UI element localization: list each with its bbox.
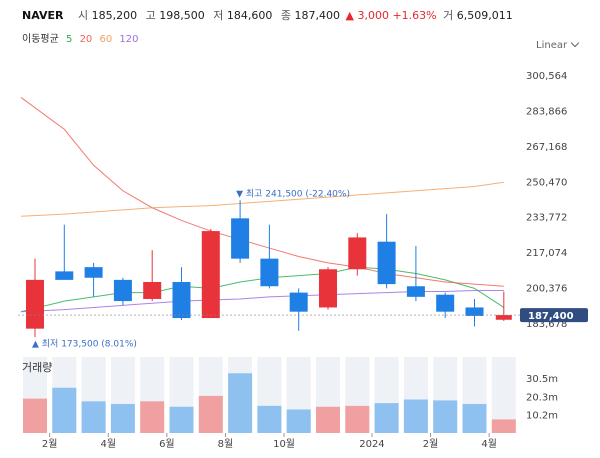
volume-tick-label: 10.2m [526,411,558,422]
last-price-badge [520,308,588,323]
candle-body [172,281,191,319]
volume-bar [81,401,106,433]
stock-name: NAVER [22,9,64,22]
x-tick-label: 4월 [100,438,116,450]
candle-body [406,286,425,297]
candle-body [113,279,132,302]
candle-body [289,292,308,312]
candle-body [143,281,162,299]
change-arrow-icon: ▲ [345,9,354,22]
y-tick-label: 267,168 [526,142,567,153]
candle-body [260,258,279,287]
x-tick-label: 10월 [273,438,295,450]
low-value: 184,600 [226,9,273,22]
change-value: 3,000 [357,9,389,22]
close-label: 종 [280,9,291,22]
candle-body [465,307,484,316]
volume-bar [169,406,194,433]
change-percent: +1.63% [392,9,437,22]
ma-legend-60: 60 [99,34,113,45]
y-tick-label: 250,470 [526,177,567,188]
volume-bar [462,404,487,433]
volume-bar [110,404,135,433]
volume-bar [374,403,399,433]
y-tick-label: 233,772 [526,213,567,224]
candle-body [55,271,74,280]
high-value: 198,500 [159,9,205,22]
x-tick-label: 2월 [423,438,439,450]
x-tick-label: 4월 [481,438,497,450]
volume-bar [23,398,47,433]
candle-body [84,267,103,278]
candle-body [436,294,455,312]
volume-label: 거 [443,9,454,22]
scale-dropdown[interactable]: Linear [536,38,580,51]
ma-line-60 [20,181,504,217]
y-tick-label: 183,678 [526,319,567,330]
scale-label: Linear [536,40,568,51]
ma-legend[interactable]: 이동평균 5 20 60 120 [22,30,143,45]
candle-body [377,241,396,285]
y-tick-label: 300,564 [526,71,567,82]
ma-legend-label: 이동평균 [22,34,59,45]
y-tick-label: 200,376 [526,284,567,295]
candle-body [319,269,337,308]
low-label: 저 [213,9,224,22]
volume-bar [433,400,458,433]
candle-body [26,279,44,329]
volume-value: 6,509,011 [456,9,513,22]
volume-bar [286,409,311,433]
ma-legend-20: 20 [79,34,93,45]
x-tick-label: 6월 [159,438,175,450]
ma-legend-120: 120 [119,34,139,45]
price-header: NAVER 시 185,200 고 198,500 저 184,600 종 18… [22,7,515,23]
volume-bar [228,373,253,433]
volume-bar [316,406,340,433]
x-tick-label: 2월 [42,438,58,450]
volume-tick-label: 20.3m [526,392,558,403]
high-label: 고 [145,9,156,22]
volume-tick-label: 30.5m [526,374,558,385]
y-tick-label: 283,866 [526,106,567,117]
y-tick-label: 217,074 [526,248,567,259]
ma-line-120 [20,289,504,313]
volume-title: 거래량 [22,361,52,374]
volume-bar [198,395,223,433]
volume-bar [257,405,282,433]
open-value: 185,200 [91,9,138,22]
close-value: 187,400 [294,9,340,22]
candle-body [231,218,250,259]
volume-bar [491,419,516,433]
volume-bar [403,399,428,433]
x-tick-label: 8월 [218,438,234,450]
volume-bar [345,405,370,433]
ma-legend-5: 5 [66,34,73,45]
volume-bar [140,401,165,433]
volume-bar [52,387,77,433]
candle-body [495,315,512,320]
open-label: 시 [77,9,89,22]
x-tick-label: 2024 [359,439,384,450]
max-annotation: ▼ 최고 241,500 (-22.40%) [236,188,350,199]
last-price-label: 187,400 [528,311,574,322]
candle-body [201,231,220,319]
min-annotation: ▲ 최저 173,500 (8.01%) [32,339,137,350]
candle-body [348,237,367,270]
